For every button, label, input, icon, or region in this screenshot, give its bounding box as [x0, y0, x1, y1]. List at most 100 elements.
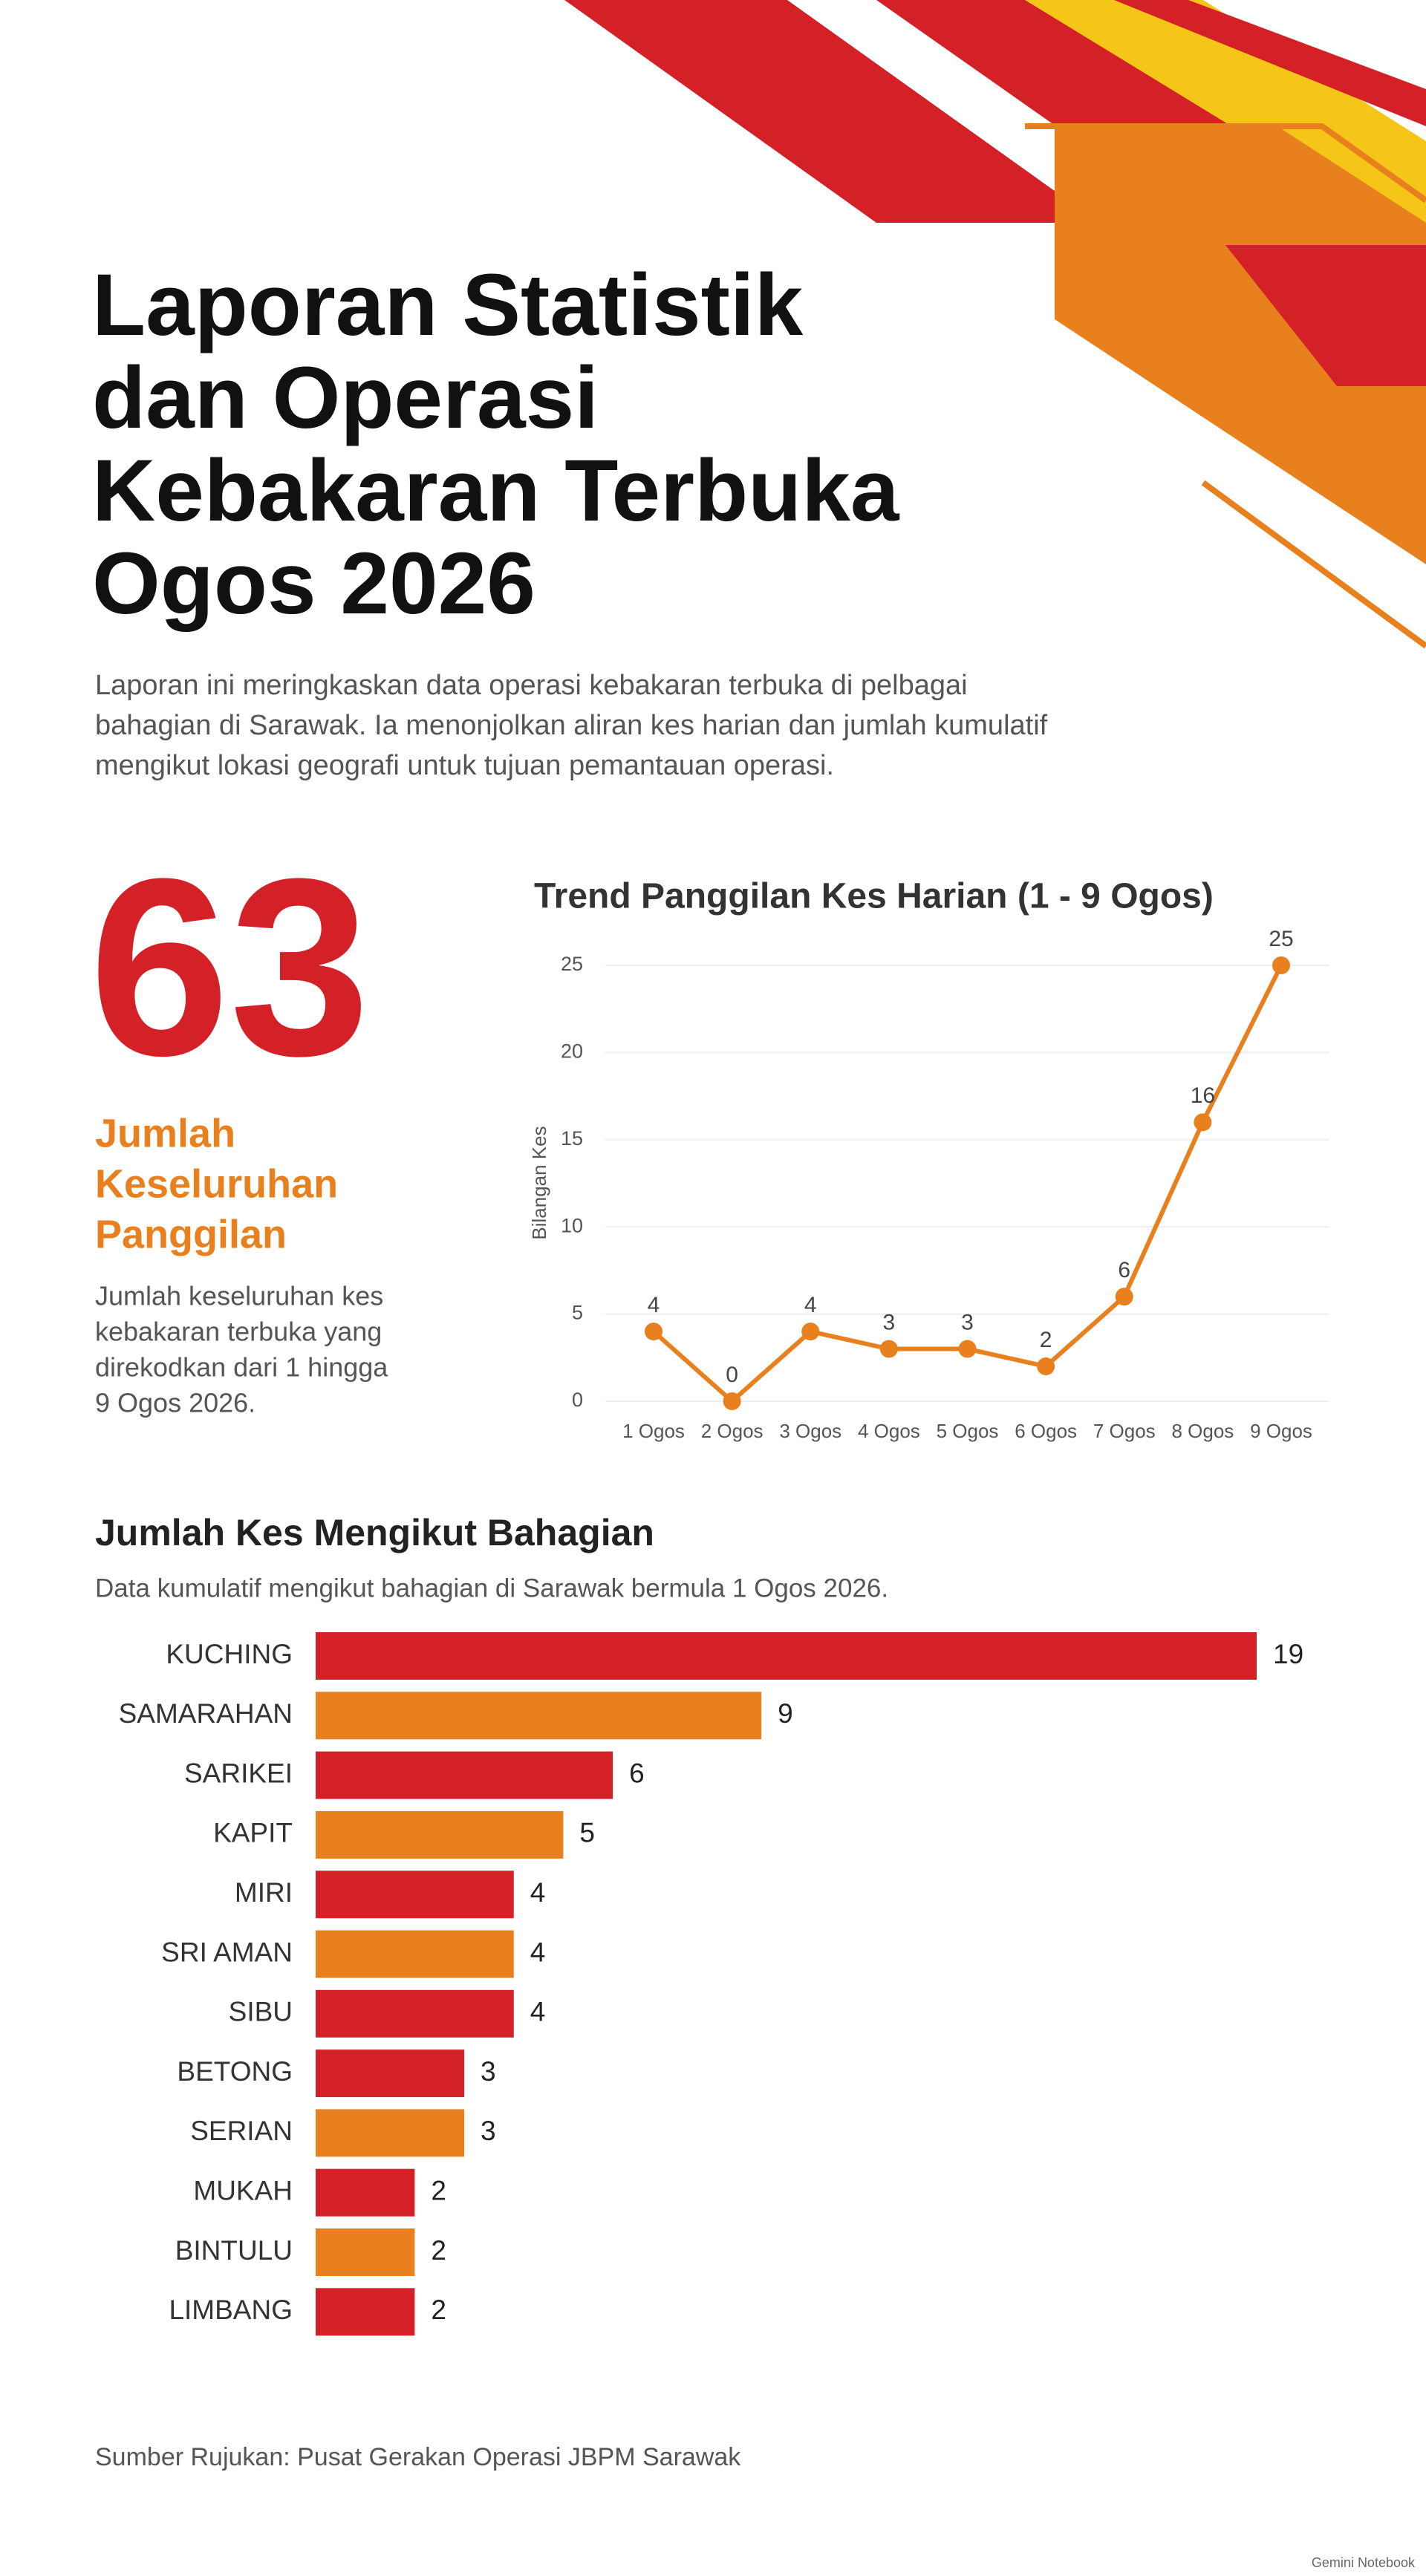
header-decoration	[564, 0, 1426, 649]
source: Sumber Rujukan: Pusat Gerakan Operasi JB…	[95, 2443, 741, 2471]
bar	[316, 1632, 1257, 1680]
x-tick-label: 7 Ogos	[1093, 1420, 1156, 1442]
outline	[1025, 123, 1426, 203]
stripe	[1225, 245, 1426, 386]
data-point	[1037, 1357, 1055, 1376]
watermark: Gemini Notebook	[1312, 2555, 1416, 2570]
title-line: dan Operasi	[92, 349, 599, 447]
bar	[316, 2050, 465, 2098]
data-label: 3	[883, 1310, 896, 1334]
value-label: 6	[629, 1758, 645, 1788]
bar	[316, 1871, 514, 1919]
data-point	[1194, 1113, 1212, 1132]
bar	[316, 2168, 415, 2217]
stat-description: direkodkan dari 1 hingga	[95, 1352, 388, 1383]
data-label: 25	[1269, 927, 1293, 951]
value-label: 19	[1273, 1639, 1303, 1669]
y-axis-label: Bilangan Kes	[528, 1126, 550, 1239]
x-tick-label: 1 Ogos	[622, 1420, 685, 1442]
value-label: 5	[579, 1818, 595, 1848]
data-label: 2	[1040, 1328, 1052, 1352]
stripe	[1114, 0, 1426, 126]
category-label: SERIAN	[190, 2116, 293, 2146]
data-label: 4	[648, 1293, 660, 1317]
stat-label: Jumlah	[95, 1111, 235, 1155]
bar	[316, 1692, 762, 1740]
trend-line	[652, 964, 1283, 1405]
data-point	[958, 1340, 977, 1358]
y-tick-label: 15	[561, 1127, 583, 1150]
data-label: 0	[726, 1363, 738, 1387]
data-point	[723, 1392, 741, 1410]
value-label: 3	[481, 2056, 496, 2087]
value-label: 2	[431, 2175, 446, 2205]
data-label: 16	[1191, 1083, 1215, 1108]
stat-description: Jumlah keseluruhan kes	[95, 1281, 383, 1311]
data-point	[645, 1323, 662, 1341]
category-label: MUKAH	[193, 2175, 293, 2205]
bar	[316, 2109, 465, 2157]
y-tick-label: 5	[572, 1302, 583, 1324]
x-tick-label: 6 Ogos	[1015, 1420, 1077, 1442]
stat-label: Panggilan	[95, 1212, 287, 1256]
y-tick-label: 20	[561, 1040, 583, 1063]
category-label: SRI AMAN	[161, 1937, 293, 1967]
category-label: SARIKEI	[184, 1758, 293, 1788]
stat-description: 9 Ogos 2026.	[95, 1388, 255, 1418]
data-point	[801, 1323, 820, 1341]
title-line: Kebakaran Terbuka	[92, 442, 900, 540]
stat-value: 63	[89, 826, 370, 1109]
data-point	[1272, 956, 1290, 974]
bar	[316, 1751, 613, 1799]
bar	[316, 1810, 564, 1859]
category-label: BETONG	[177, 2056, 293, 2087]
category-label: SAMARAHAN	[119, 1698, 293, 1729]
value-label: 2	[431, 2235, 446, 2266]
bar	[316, 2288, 415, 2336]
intro-line: bahagian di Sarawak. Ia menonjolkan alir…	[95, 710, 1048, 741]
data-point	[1115, 1288, 1133, 1306]
category-label: MIRI	[235, 1877, 293, 1908]
category-label: LIMBANG	[169, 2295, 293, 2325]
bar	[316, 1989, 514, 2038]
category-label: SIBU	[229, 1997, 293, 2027]
chart-subtitle: Data kumulatif mengikut bahagian di Sara…	[95, 1574, 888, 1602]
value-label: 2	[431, 2295, 446, 2325]
x-tick-label: 4 Ogos	[858, 1420, 920, 1442]
data-label: 6	[1118, 1258, 1130, 1282]
value-label: 9	[778, 1698, 793, 1729]
x-tick-label: 2 Ogos	[701, 1420, 764, 1442]
value-label: 4	[530, 1877, 546, 1908]
stripe	[1055, 126, 1426, 564]
chart-title: Trend Panggilan Kes Harian (1 - 9 Ogos)	[534, 877, 1214, 916]
category-label: KAPIT	[213, 1818, 293, 1848]
title-line: Ogos 2026	[92, 535, 535, 633]
outline	[1201, 480, 1426, 649]
value-label: 4	[530, 1937, 546, 1967]
data-label: 4	[804, 1293, 817, 1317]
bar	[316, 2228, 415, 2276]
y-tick-label: 25	[561, 953, 583, 975]
value-label: 4	[530, 1997, 546, 2027]
stat-description: kebakaran terbuka yang	[95, 1317, 382, 1347]
stripe	[564, 0, 1099, 223]
category-label: BINTULU	[175, 2235, 293, 2266]
y-tick-label: 10	[561, 1214, 583, 1236]
x-tick-label: 3 Ogos	[779, 1420, 841, 1442]
title-line: Laporan Statistik	[92, 256, 804, 354]
bar	[316, 1930, 514, 1978]
intro-line: mengikut lokasi geografi untuk tujuan pe…	[95, 750, 834, 781]
x-tick-label: 9 Ogos	[1250, 1420, 1312, 1442]
value-label: 3	[481, 2116, 496, 2146]
intro-line: Laporan ini meringkaskan data operasi ke…	[95, 670, 968, 701]
x-tick-label: 5 Ogos	[937, 1420, 999, 1442]
data-point	[879, 1340, 898, 1358]
x-tick-label: 8 Ogos	[1171, 1420, 1234, 1442]
data-label: 3	[961, 1310, 974, 1334]
category-label: KUCHING	[166, 1639, 293, 1669]
y-tick-label: 0	[572, 1389, 583, 1411]
stat-label: Keseluruhan	[95, 1161, 338, 1206]
chart-title: Jumlah Kes Mengikut Bahagian	[95, 1512, 654, 1553]
